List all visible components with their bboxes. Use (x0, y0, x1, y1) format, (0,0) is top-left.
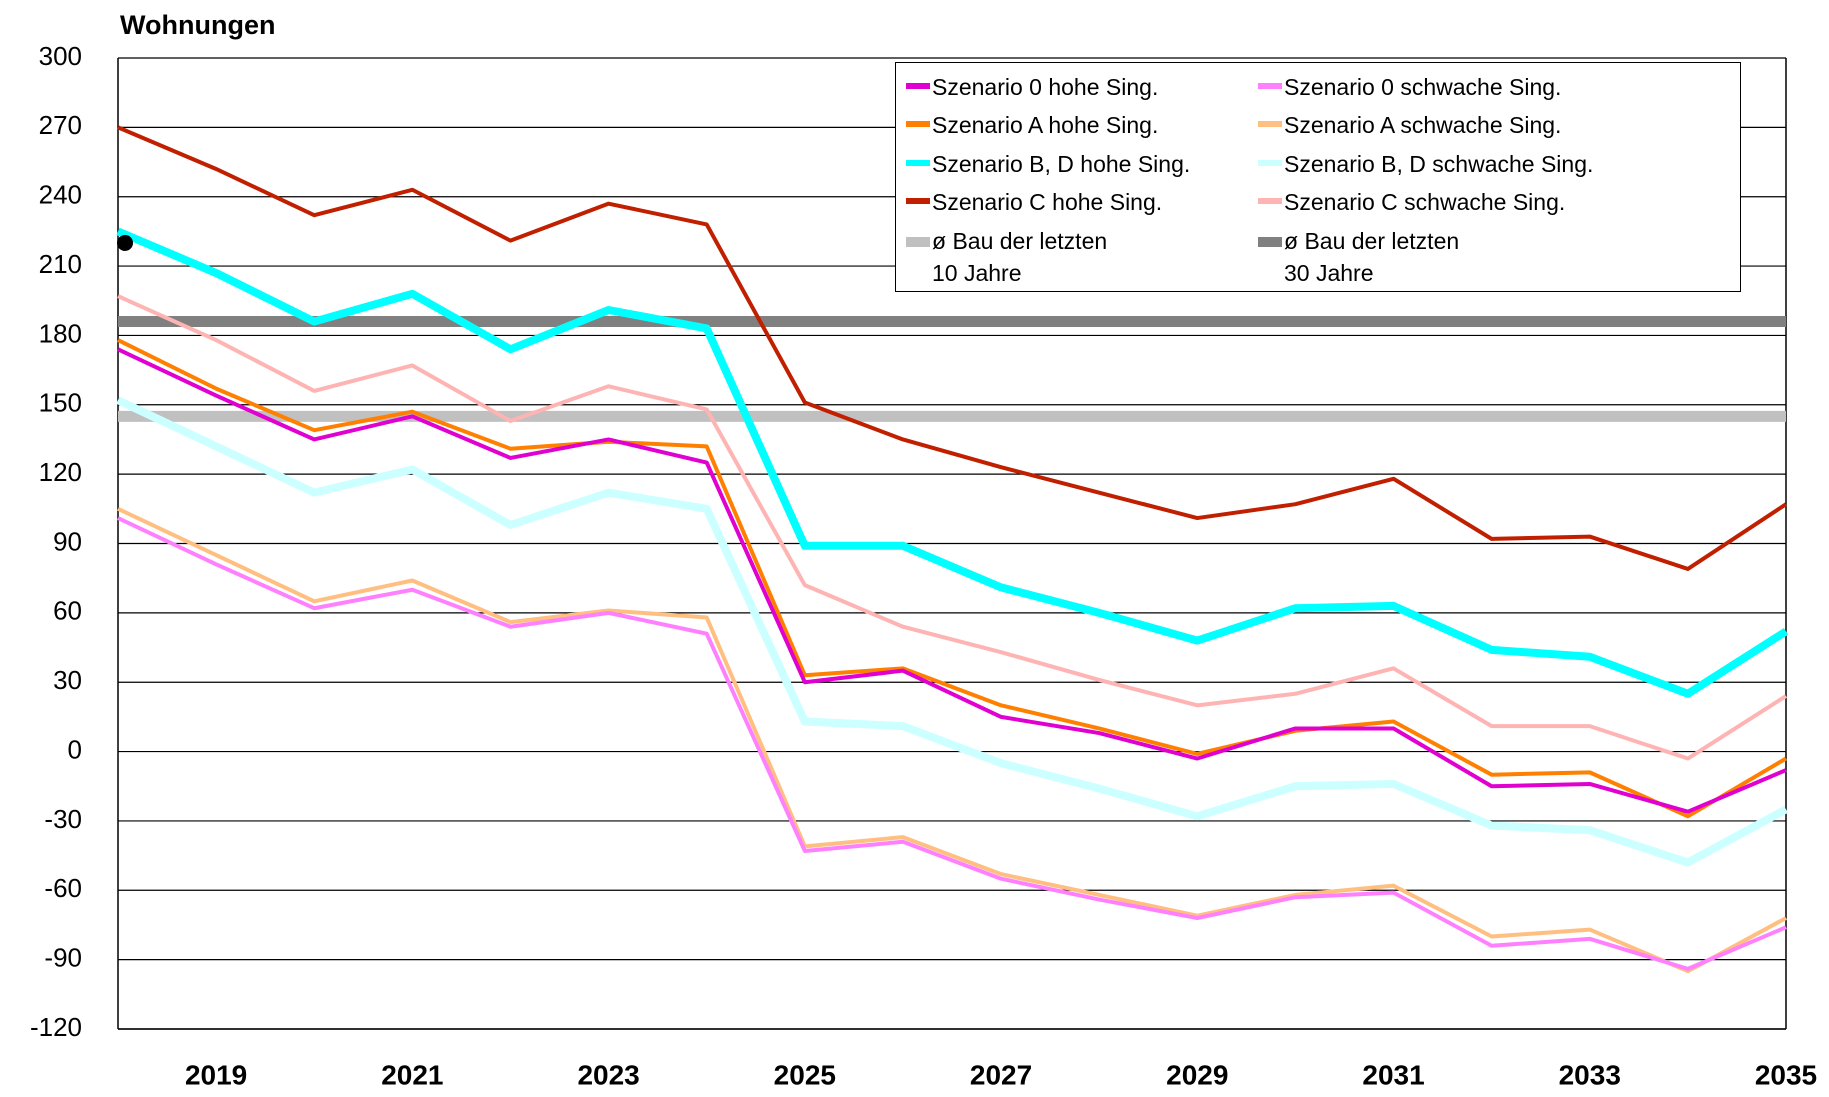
legend-label: Szenario 0 schwache Sing. (1284, 74, 1562, 100)
legend-swatch (1258, 83, 1282, 89)
x-tick-label: 2023 (577, 1059, 639, 1090)
legend-label: Szenario B, D hohe Sing. (932, 150, 1191, 177)
legend-item: ø Bau der letzten 30 Jahre (1258, 225, 1740, 291)
x-tick-label: 2021 (381, 1059, 443, 1090)
y-tick-label: 90 (53, 526, 82, 556)
series-line (116, 227, 1789, 698)
legend-item: Szenario B, D schwache Sing. (1258, 148, 1740, 182)
legend-swatch (906, 121, 930, 128)
legend-swatch (1258, 198, 1282, 205)
y-tick-label: 30 (53, 665, 82, 695)
y-tick-label: 270 (39, 110, 82, 140)
legend-item: Szenario C hohe Sing. (906, 186, 1258, 220)
x-tick-label: 2035 (1755, 1059, 1817, 1090)
legend-label: Szenario A schwache Sing. (1284, 112, 1562, 139)
legend-swatch (1258, 236, 1282, 247)
y-tick-label: 210 (39, 249, 82, 279)
x-tick-label: 2019 (185, 1059, 247, 1090)
legend-item: Szenario 0 schwache Sing. (1258, 71, 1740, 105)
series-line (117, 516, 1787, 971)
legend-swatch (906, 83, 930, 89)
legend: Szenario 0 hohe Sing. Szenario 0 schwache… (895, 62, 1741, 292)
y-tick-label: -60 (44, 873, 82, 903)
series-line (117, 125, 1788, 571)
legend-item: ø Bau der letzten 10 Jahre (906, 225, 1258, 291)
legend-label: ø Bau der letzten 30 Jahre (1284, 227, 1460, 286)
legend-item: Szenario A schwache Sing. (1258, 109, 1740, 143)
legend-label: Szenario C hohe Sing. (932, 189, 1163, 216)
legend-label: ø Bau der letzten 10 Jahre (932, 227, 1108, 286)
y-tick-label: 300 (39, 41, 82, 71)
legend-swatch (906, 159, 930, 166)
legend-item: Szenario A hohe Sing. (906, 109, 1258, 143)
y-tick-label: -30 (44, 804, 82, 834)
marker (117, 234, 133, 251)
legend-swatch (1258, 159, 1282, 166)
legend-swatch (906, 236, 930, 247)
legend-swatch (1258, 121, 1282, 128)
legend-item: Szenario C schwache Sing. (1258, 186, 1740, 220)
series-line (116, 396, 1788, 867)
y-tick-label: 120 (39, 457, 82, 487)
y-tick-label: -90 (44, 943, 82, 973)
x-tick-label: 2033 (1559, 1059, 1621, 1090)
legend-label: Szenario C schwache Sing. (1284, 189, 1566, 216)
legend-item: Szenario B, D hohe Sing. (906, 148, 1258, 182)
y-tick-label: 150 (39, 388, 82, 418)
x-tick-label: 2027 (970, 1059, 1032, 1090)
y-tick-label: 0 (68, 734, 82, 764)
y-tick-label: 240 (39, 180, 82, 210)
legend-label: Szenario A hohe Sing. (932, 112, 1159, 139)
legend-swatch (906, 198, 930, 205)
legend-label: Szenario 0 hohe Sing. (932, 74, 1159, 100)
series-line (117, 294, 1788, 761)
y-tick-label: 180 (39, 318, 82, 348)
y-tick-label: -120 (30, 1012, 82, 1042)
legend-label: Szenario B, D schwache Sing. (1284, 150, 1594, 177)
series-line (117, 347, 1787, 814)
legend-item: Szenario 0 hohe Sing. (906, 71, 1258, 105)
series-line (117, 338, 1788, 819)
y-tick-label: 60 (53, 596, 82, 626)
y-axis-title: Wohnungen (120, 10, 275, 40)
x-tick-label: 2031 (1362, 1059, 1424, 1090)
series-line (117, 507, 1787, 974)
x-tick-label: 2029 (1166, 1059, 1228, 1090)
x-tick-label: 2025 (774, 1059, 836, 1090)
